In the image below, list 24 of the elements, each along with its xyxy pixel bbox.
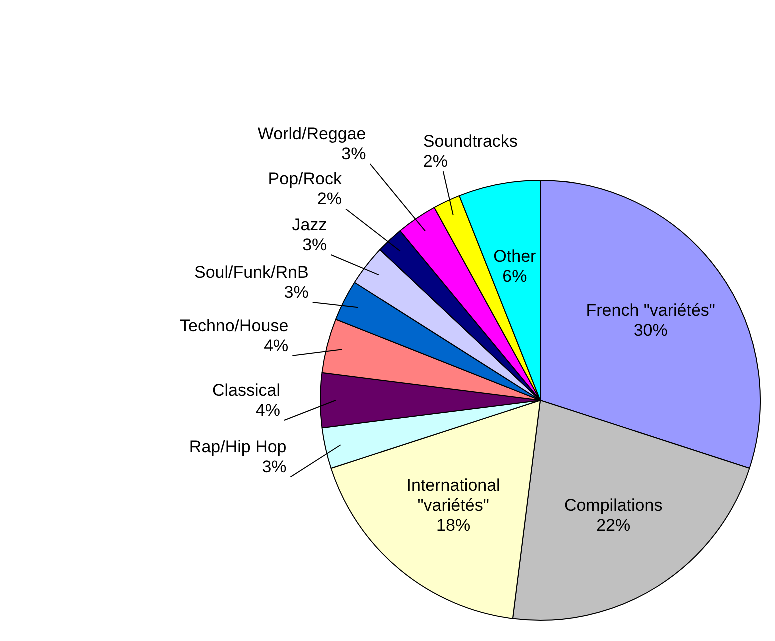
slice-label: Other [494,247,537,266]
data-label: 6% [502,267,528,286]
data-label: 2% [423,152,448,172]
data-label: 3% [284,282,309,302]
slice-label: Jazz [292,216,328,235]
slice-label: Classical [212,381,281,400]
data-label: 2% [317,190,342,209]
data-label: 4% [264,336,289,356]
data-label: 3% [342,144,366,164]
data-label: 4% [256,401,281,420]
slice-label: Soul/Funk/RnB [194,262,309,282]
slice-label: Pop/Rock [268,170,342,189]
slice-label: French "variétés" [586,300,716,320]
slice-label: Compilations [564,496,663,516]
data-label: 3% [302,236,328,255]
slice-label: International "variétés" [406,476,500,516]
slice-label: Rap/Hip Hop [189,438,287,457]
slice-label: Soundtracks [423,132,518,152]
data-label: 3% [262,458,287,477]
slice-label: Techno/House [180,316,289,336]
slice-label: World/Reggae [258,124,366,144]
data-label: 22% [596,516,631,536]
data-label: 30% [634,320,668,340]
data-label: 18% [436,516,471,536]
